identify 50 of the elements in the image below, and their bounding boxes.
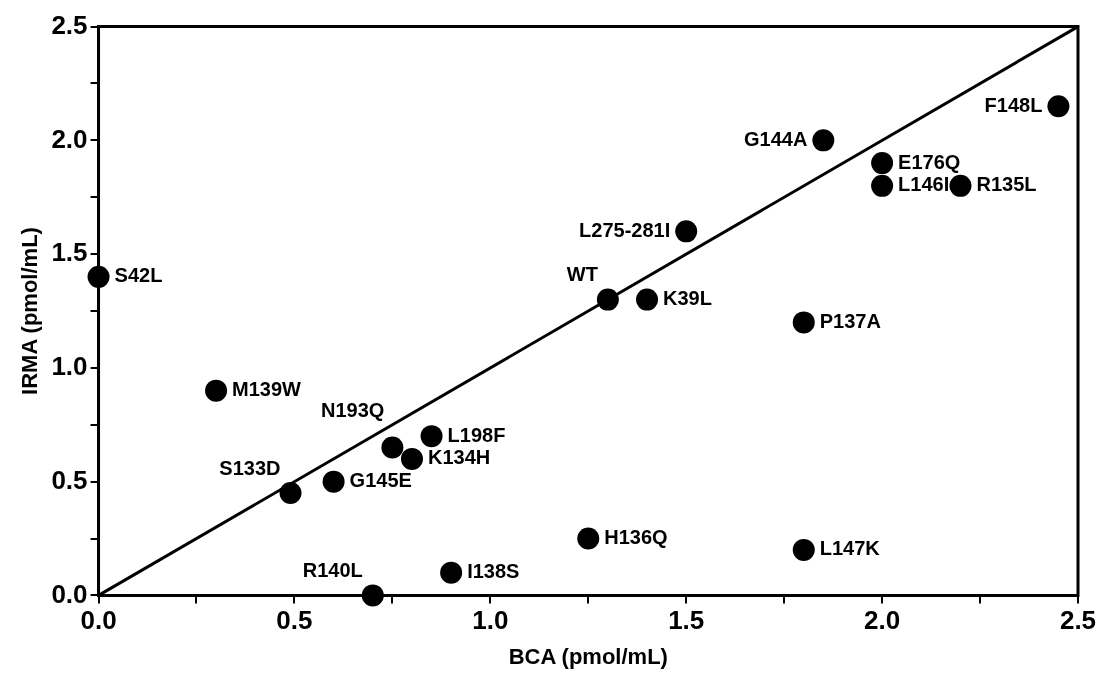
annotation: K134H <box>427 446 491 469</box>
annotation: I138S <box>467 560 520 583</box>
annotation: L146I <box>898 173 950 196</box>
annotation: R135L <box>976 173 1037 196</box>
point <box>636 288 659 311</box>
annotation: N193Q <box>321 399 385 422</box>
annotation: WT <box>566 263 598 286</box>
x-tick-label: 2.5 <box>1059 605 1097 636</box>
point <box>279 482 302 505</box>
annotation: F148L <box>984 93 1043 116</box>
point <box>675 220 698 243</box>
point <box>871 174 894 197</box>
x-tick-label: 0.5 <box>276 605 313 636</box>
point <box>205 379 228 402</box>
point <box>1047 95 1070 118</box>
x-tick-label: 2.0 <box>864 605 901 636</box>
point <box>381 436 404 459</box>
annotation: S42L <box>114 264 163 287</box>
point <box>420 425 443 448</box>
annotation: M139W <box>232 378 302 401</box>
annotation: G145E <box>349 469 412 492</box>
annotation: L147K <box>819 537 881 560</box>
annotation: H136Q <box>604 526 668 549</box>
annotation: P137A <box>819 309 881 332</box>
point <box>440 561 463 584</box>
x-tick-label: 1.5 <box>668 605 705 636</box>
y-tick-label: 1.5 <box>51 237 88 268</box>
point <box>400 447 423 470</box>
point <box>871 152 894 175</box>
annotation: L198F <box>447 423 506 446</box>
y-tick-label: 2.0 <box>51 123 88 154</box>
point <box>596 288 619 311</box>
x-tick-label: 1.0 <box>472 605 509 636</box>
point <box>812 129 835 152</box>
annotation: R140L <box>302 558 363 581</box>
annotation: S133D <box>219 456 281 479</box>
point <box>949 174 972 197</box>
point <box>577 527 600 550</box>
annotation: E176Q <box>898 150 961 173</box>
y-tick-label: 1.0 <box>51 351 88 382</box>
point <box>322 470 345 493</box>
annotation: L275-281I <box>579 218 671 241</box>
annotation: K39L <box>663 287 712 310</box>
y-tick-label: 0.5 <box>51 464 88 495</box>
x-axis-title: BCA (pmol/mL) <box>508 643 668 669</box>
point <box>792 538 815 561</box>
point <box>792 311 815 334</box>
y-tick-label: 2.5 <box>51 9 88 40</box>
annotation: G144A <box>743 127 808 150</box>
y-axis-title: IRMA (pmol/mL) <box>17 227 43 395</box>
